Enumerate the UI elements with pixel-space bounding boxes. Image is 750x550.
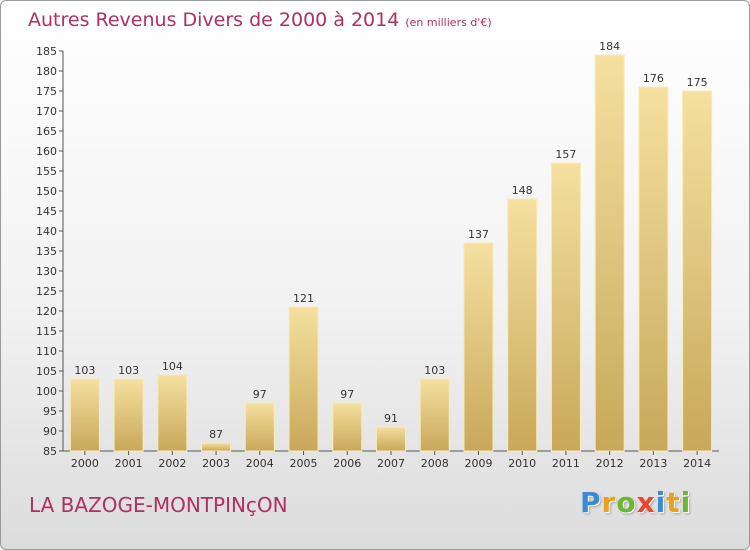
- chart-title-text: Autres Revenus Divers de 2000 à 2014: [28, 9, 400, 31]
- bar-value-label: 148: [512, 184, 533, 197]
- y-tick-label: 135: [36, 245, 57, 258]
- bar-value-label: 91: [384, 412, 398, 425]
- bar-2013: [638, 86, 669, 452]
- bar-2007: [376, 426, 406, 452]
- y-tick-label: 110: [36, 345, 57, 358]
- x-tick-label: 2007: [377, 457, 405, 470]
- x-tick-label: 2003: [202, 457, 230, 470]
- logo-letter: o: [616, 486, 637, 519]
- proxiti-logo: Proxiti: [580, 486, 691, 519]
- y-tick-label: 150: [36, 185, 57, 198]
- logo-letter: r: [601, 486, 617, 519]
- y-tick-label: 115: [36, 325, 57, 338]
- y-tick-label: 175: [36, 85, 57, 98]
- x-tick-label: 2011: [552, 457, 580, 470]
- x-tick-label: 2006: [333, 457, 361, 470]
- logo-letter: i: [680, 486, 692, 519]
- x-tick-label: 2002: [158, 457, 186, 470]
- y-tick-label: 95: [43, 405, 57, 418]
- bar-value-label: 176: [643, 72, 664, 85]
- bar-value-label: 104: [162, 360, 183, 373]
- bar-2011: [550, 162, 581, 452]
- bar-2005: [288, 306, 319, 452]
- bar-2003: [201, 442, 232, 452]
- chart-unit: (en milliers d'€): [405, 16, 492, 29]
- y-tick-label: 155: [36, 165, 57, 178]
- bar-value-label: 121: [293, 292, 314, 305]
- logo-letter: i: [655, 486, 667, 519]
- bar-2001: [113, 378, 144, 452]
- bar-2010: [507, 198, 538, 452]
- y-tick-label: 165: [36, 125, 57, 138]
- y-tick-label: 185: [36, 45, 57, 58]
- x-tick-label: 2001: [115, 457, 143, 470]
- chart-title: Autres Revenus Divers de 2000 à 2014 (en …: [28, 9, 492, 31]
- logo-letter: x: [636, 486, 656, 519]
- bar-2008: [419, 378, 450, 452]
- y-tick-label: 100: [36, 385, 57, 398]
- y-tick-label: 125: [36, 285, 57, 298]
- place-name: LA BAZOGE-MONTPINçON: [29, 493, 288, 517]
- y-tick-label: 105: [36, 365, 57, 378]
- bar-value-label: 97: [340, 388, 354, 401]
- bar-value-label: 103: [118, 364, 139, 377]
- x-tick-label: 2010: [508, 457, 536, 470]
- y-tick-label: 90: [43, 425, 57, 438]
- x-tick-label: 2008: [421, 457, 449, 470]
- bar-value-label: 175: [687, 76, 708, 89]
- y-tick-label: 170: [36, 105, 57, 118]
- y-tick-label: 160: [36, 145, 57, 158]
- x-tick-label: 2004: [246, 457, 274, 470]
- x-tick-label: 2005: [290, 457, 318, 470]
- y-tick-label: 140: [36, 225, 57, 238]
- bar-2009: [463, 242, 494, 452]
- y-tick-label: 145: [36, 205, 57, 218]
- y-tick-label: 120: [36, 305, 57, 318]
- logo-letter: P: [580, 486, 602, 519]
- x-tick-label: 2014: [683, 457, 711, 470]
- bar-value-label: 103: [74, 364, 95, 377]
- bar-2012: [594, 54, 625, 452]
- y-tick-label: 130: [36, 265, 57, 278]
- bar-2002: [157, 374, 188, 452]
- logo-letter: t: [666, 486, 681, 519]
- x-tick-label: 2000: [71, 457, 99, 470]
- x-tick-label: 2012: [596, 457, 624, 470]
- y-tick-label: 180: [36, 65, 57, 78]
- bar-value-label: 87: [209, 428, 223, 441]
- bar-2004: [244, 402, 275, 452]
- bar-value-label: 137: [468, 228, 489, 241]
- x-tick-label: 2009: [464, 457, 492, 470]
- bar-2006: [332, 402, 363, 452]
- bar-2000: [69, 378, 100, 452]
- bar-value-label: 184: [599, 40, 620, 53]
- bar-value-label: 157: [555, 148, 576, 161]
- y-tick-label: 85: [43, 445, 57, 458]
- bar-2014: [682, 90, 713, 452]
- x-tick-label: 2013: [639, 457, 667, 470]
- bar-value-label: 97: [253, 388, 267, 401]
- bar-value-label: 103: [424, 364, 445, 377]
